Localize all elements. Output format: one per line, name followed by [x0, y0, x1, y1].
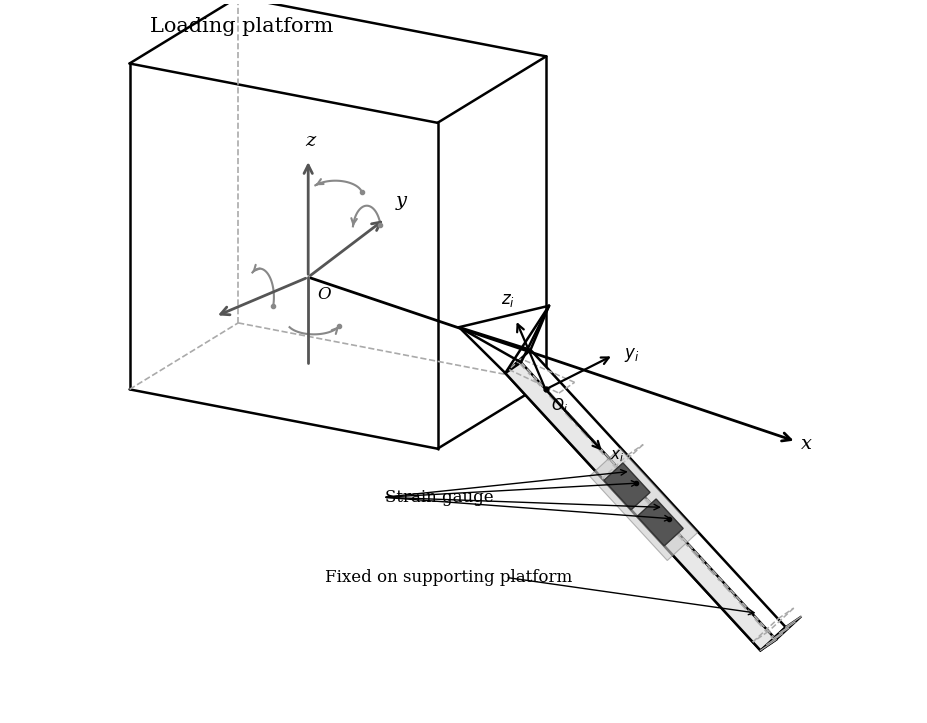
- Polygon shape: [637, 499, 682, 546]
- Text: Strain gauge: Strain gauge: [385, 489, 493, 506]
- Polygon shape: [589, 448, 697, 560]
- Polygon shape: [504, 350, 785, 651]
- Text: y: y: [395, 192, 406, 210]
- Text: $y_i$: $y_i$: [624, 346, 639, 364]
- Text: $x_i$: $x_i$: [609, 448, 624, 463]
- Polygon shape: [603, 463, 649, 510]
- Text: $O_i$: $O_i$: [551, 396, 567, 415]
- Text: Loading platform: Loading platform: [149, 17, 333, 36]
- Text: x: x: [800, 435, 811, 453]
- Polygon shape: [504, 362, 775, 651]
- Text: $z_i$: $z_i$: [501, 292, 514, 309]
- Text: Fixed on supporting platform: Fixed on supporting platform: [324, 569, 571, 586]
- Text: O: O: [317, 286, 331, 303]
- Text: z: z: [305, 132, 315, 150]
- Polygon shape: [759, 617, 801, 651]
